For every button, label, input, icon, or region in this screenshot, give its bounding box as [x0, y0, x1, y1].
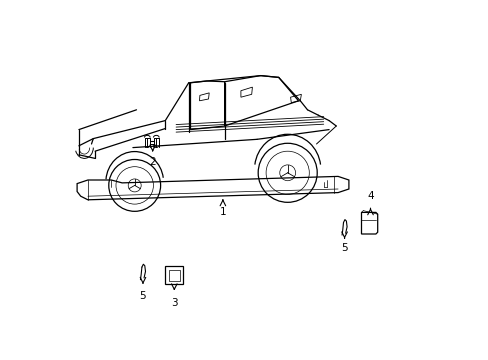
Text: 5: 5	[341, 243, 347, 253]
Text: 1: 1	[219, 207, 226, 217]
Text: 3: 3	[171, 298, 177, 308]
Text: 5: 5	[140, 291, 146, 301]
Text: 2: 2	[149, 157, 156, 167]
Text: 4: 4	[366, 191, 373, 201]
